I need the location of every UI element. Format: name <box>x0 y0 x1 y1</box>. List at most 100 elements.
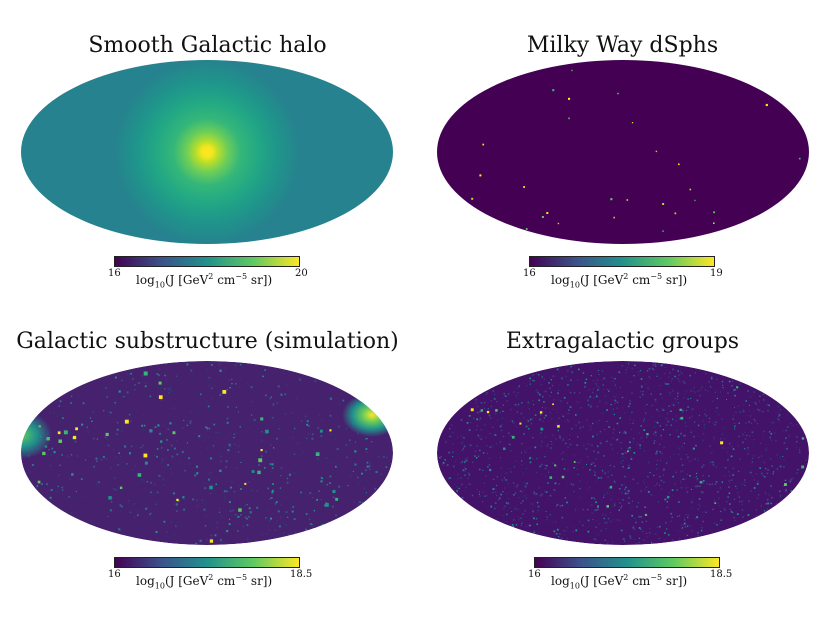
group-speck <box>598 523 601 525</box>
group-speck <box>567 469 569 471</box>
subhalo-speck <box>168 414 170 416</box>
group-speck <box>762 475 764 477</box>
subhalo-speck <box>332 452 334 454</box>
group-speck <box>529 413 531 415</box>
group-speck <box>482 491 484 493</box>
subhalo-speck <box>238 521 240 523</box>
group-speck <box>598 374 600 376</box>
group-speck <box>611 474 613 476</box>
group-speck <box>644 506 646 508</box>
group-speck <box>588 424 590 426</box>
group-speck <box>650 393 652 395</box>
group-speck <box>704 389 706 391</box>
group-speck <box>559 533 561 535</box>
subhalo-speck <box>216 521 219 524</box>
group-speck <box>535 389 538 392</box>
group-speck <box>611 376 613 378</box>
group-speck <box>522 496 524 498</box>
subhalo-speck <box>64 417 66 419</box>
subhalo-speck <box>208 385 210 387</box>
group-speck <box>658 501 659 503</box>
group-speck <box>602 513 604 516</box>
subhalo-speck <box>75 490 77 492</box>
group-speck <box>589 396 592 398</box>
group-speck <box>500 412 501 414</box>
subhalo-speck <box>195 411 198 413</box>
group-speck <box>792 424 794 426</box>
group-speck <box>642 391 644 393</box>
group-speck <box>557 392 559 395</box>
group-speck <box>682 470 684 472</box>
group-speck <box>724 466 727 469</box>
group-speck <box>455 427 457 429</box>
subhalo-speck <box>50 453 52 456</box>
group-speck <box>628 448 630 451</box>
group-speck <box>551 443 553 445</box>
group-speck <box>609 520 612 523</box>
group-speck <box>619 519 621 521</box>
group-speck <box>755 509 758 511</box>
subhalo-speck <box>160 387 162 389</box>
group-speck <box>694 421 696 423</box>
group-speck <box>664 539 666 541</box>
group-speck <box>745 422 747 424</box>
subhalo-speck <box>60 454 62 456</box>
subhalo-speck <box>136 510 139 513</box>
group-speck <box>658 525 661 528</box>
subhalo-speck <box>286 455 288 457</box>
subhalo-bright <box>119 486 123 489</box>
group-speck <box>492 478 495 481</box>
group-speck <box>698 414 700 416</box>
group-speck <box>711 376 713 378</box>
subhalo-speck <box>180 433 182 435</box>
subhalo-speck <box>84 459 86 461</box>
subhalo-speck <box>352 470 354 472</box>
group-speck <box>691 459 693 462</box>
group-speck <box>464 470 466 472</box>
group-speck <box>696 480 698 482</box>
group-speck <box>708 381 710 383</box>
group-speck <box>738 435 740 438</box>
group-speck <box>622 499 624 501</box>
group-speck <box>713 439 715 441</box>
group-speck <box>589 406 592 408</box>
group-speck <box>506 386 508 388</box>
group-speck <box>675 419 677 422</box>
group-speck <box>654 431 657 434</box>
group-speck <box>595 384 597 386</box>
group-speck <box>686 525 689 527</box>
subhalo-bright <box>72 435 77 440</box>
subhalo-speck <box>217 533 219 535</box>
group-speck <box>700 388 702 391</box>
group-speck <box>510 449 512 452</box>
subhalo-speck <box>134 503 135 505</box>
group-speck <box>596 539 597 541</box>
group-speck <box>703 433 705 435</box>
group-speck <box>659 451 661 453</box>
group-speck <box>529 524 531 526</box>
group-speck <box>502 410 504 412</box>
group-speck <box>655 452 657 455</box>
subhalo-speck <box>275 501 278 503</box>
subhalo-speck <box>335 465 337 468</box>
subhalo-speck <box>321 477 324 480</box>
group-speck <box>619 431 621 433</box>
group-speck <box>562 439 564 441</box>
group-speck <box>609 464 612 467</box>
subhalo-speck <box>110 466 113 469</box>
group-speck <box>765 447 768 450</box>
subhalo-speck <box>349 474 352 477</box>
subhalo-speck <box>269 463 272 465</box>
group-speck <box>596 520 598 522</box>
dsph-point <box>552 89 555 92</box>
group-speck <box>697 532 699 534</box>
subhalo-speck <box>186 442 188 444</box>
group-speck <box>719 523 720 524</box>
subhalo-speck <box>218 507 221 510</box>
group-speck <box>579 480 581 482</box>
subhalo-speck <box>225 466 227 468</box>
subhalo-bright <box>124 419 129 424</box>
panel-title: Extragalactic groups <box>505 329 740 354</box>
group-speck <box>658 410 660 412</box>
group-speck <box>647 491 650 493</box>
